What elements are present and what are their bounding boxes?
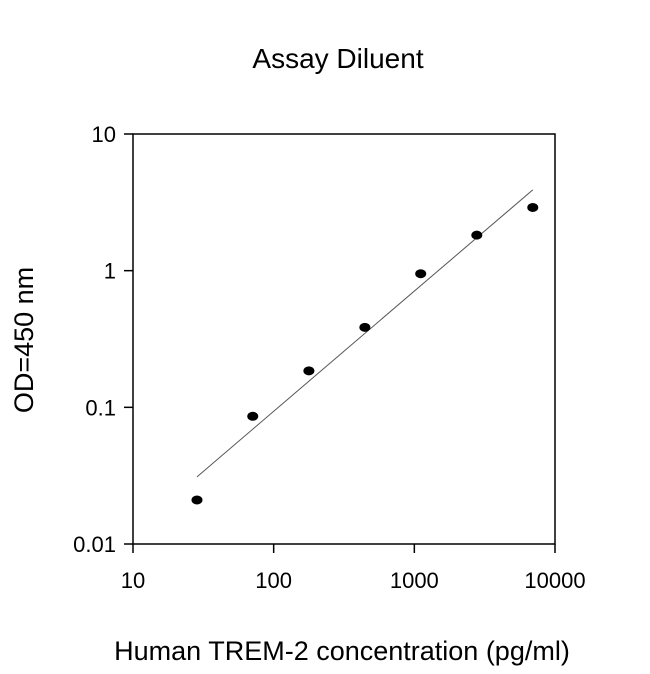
y-tick-label-1: 0.1 bbox=[85, 395, 116, 420]
data-points bbox=[191, 202, 539, 505]
y-axis-label: OD=450 nm bbox=[9, 267, 39, 413]
plot-frame bbox=[132, 133, 556, 545]
data-point bbox=[359, 322, 371, 332]
chart-title: Assay Diluent bbox=[252, 43, 423, 74]
tick-labels: 10 100 1000 10000 0.01 0.1 1 10 bbox=[73, 122, 585, 593]
x-axis-label: Human TREM-2 concentration (pg/ml) bbox=[114, 636, 570, 666]
y-tick-label-0: 0.01 bbox=[73, 532, 116, 557]
x-tick-label-3: 10000 bbox=[524, 568, 585, 593]
x-tick-label-1: 100 bbox=[255, 568, 292, 593]
y-tick-label-2: 1 bbox=[104, 259, 116, 284]
x-tick-label-2: 1000 bbox=[390, 568, 439, 593]
data-point bbox=[415, 269, 427, 279]
fit-line bbox=[196, 189, 534, 478]
data-point bbox=[527, 202, 539, 212]
tick-marks bbox=[124, 133, 556, 553]
data-point bbox=[303, 366, 315, 376]
data-point bbox=[247, 411, 259, 421]
data-point bbox=[471, 230, 483, 240]
x-tick-label-0: 10 bbox=[121, 568, 145, 593]
data-point bbox=[191, 495, 203, 505]
y-tick-label-3: 10 bbox=[92, 122, 116, 147]
